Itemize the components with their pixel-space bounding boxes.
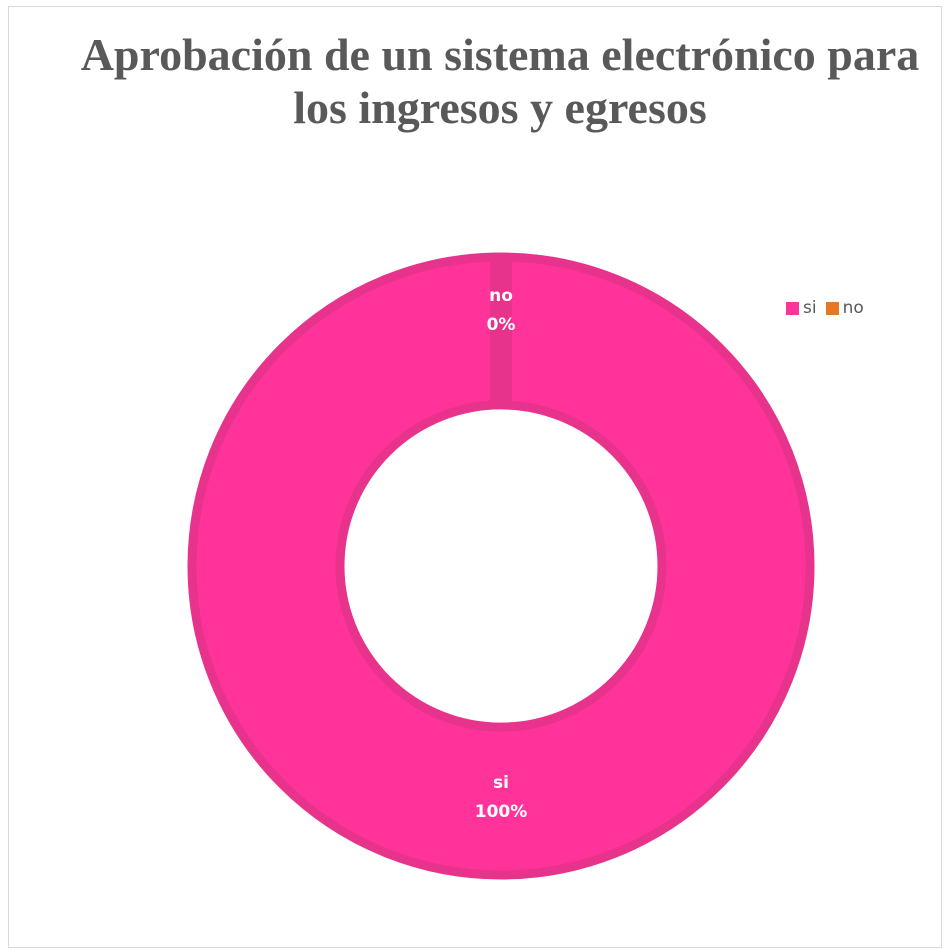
legend-label-si: si: [803, 298, 817, 318]
data-label-si: si 100%: [475, 773, 528, 822]
data-label-no-percent: 0%: [487, 315, 516, 335]
legend-item-no: no: [825, 298, 864, 318]
data-label-no-category: no: [489, 286, 513, 306]
legend-item-si: si: [786, 298, 817, 318]
data-label-si-percent: 100%: [475, 802, 528, 822]
legend-label-no: no: [842, 298, 864, 318]
data-label-si-category: si: [493, 773, 509, 793]
slice-si: [187, 252, 815, 880]
legend-swatch-no: [825, 301, 839, 315]
legend-swatch-si: [786, 301, 799, 315]
chart-title: Aprobación de un sistema electrónico par…: [80, 29, 920, 133]
data-label-no: no 0%: [487, 286, 516, 335]
donut-data-labels: si 100% no 0%: [475, 286, 528, 822]
chart-legend: si no: [786, 296, 873, 320]
donut-slices: [187, 252, 815, 880]
